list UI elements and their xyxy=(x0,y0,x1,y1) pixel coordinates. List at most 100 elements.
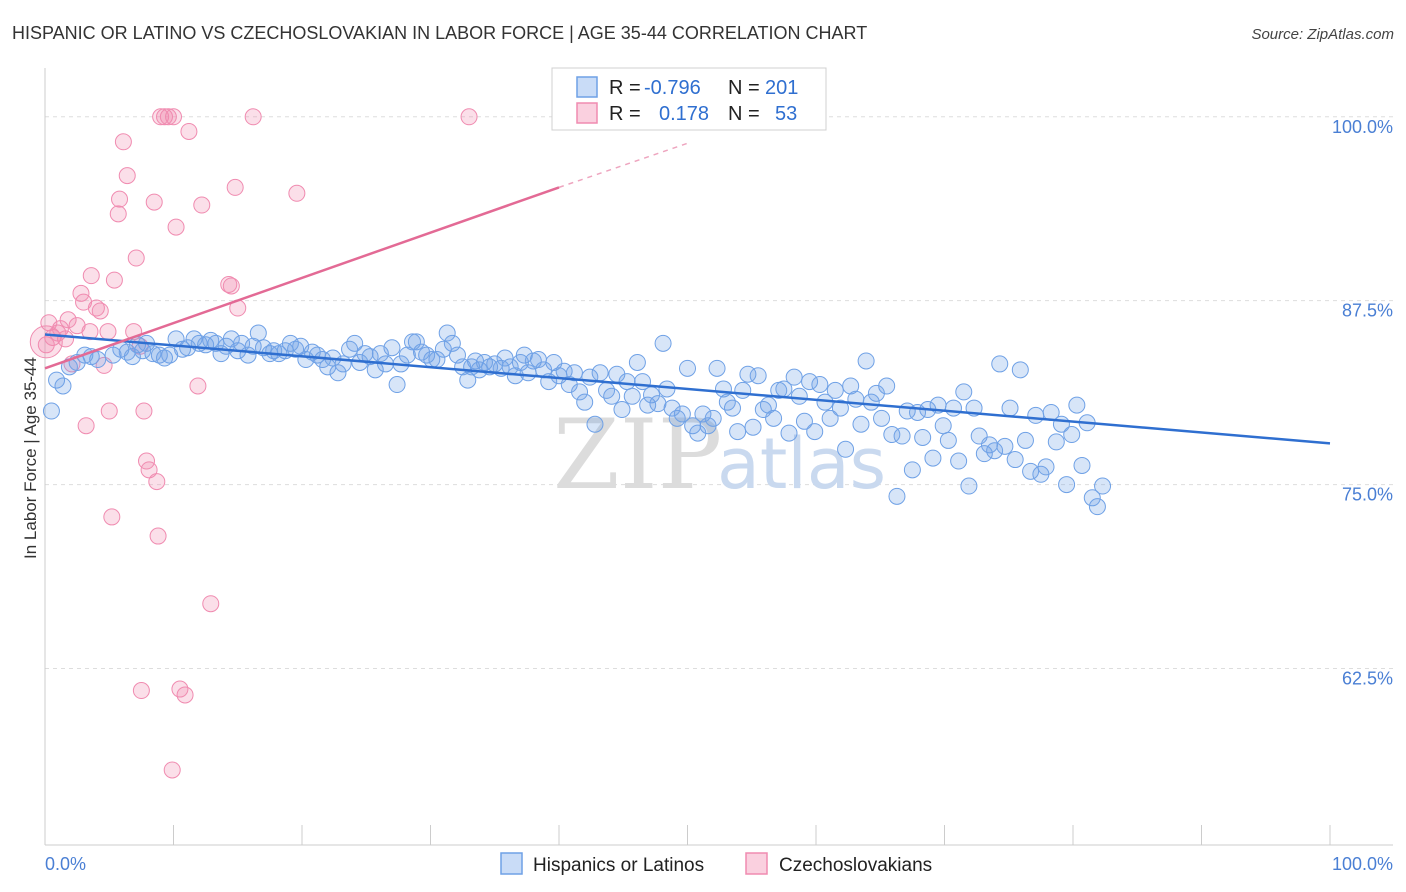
point-hispanics xyxy=(729,423,747,441)
point-hispanics xyxy=(388,376,406,394)
point-hispanics xyxy=(654,334,672,352)
point-hispanics xyxy=(89,351,107,369)
point-hispanics xyxy=(628,353,646,371)
point-czechoslovakians xyxy=(59,311,77,329)
point-hispanics xyxy=(207,334,225,352)
point-czechoslovakians xyxy=(118,167,136,185)
point-hispanics xyxy=(857,352,875,370)
point-hispanics xyxy=(837,440,855,458)
point-czechoslovakians xyxy=(193,196,211,214)
point-czechoslovakians xyxy=(135,402,153,420)
point-hispanics xyxy=(790,387,808,405)
point-czechoslovakians xyxy=(222,277,240,295)
point-hispanics xyxy=(249,324,267,342)
point-hispanics xyxy=(649,395,667,413)
series-czechoslovakians xyxy=(29,108,478,779)
point-hispanics xyxy=(924,449,942,467)
point-czechoslovakians xyxy=(149,527,167,545)
point-czechoslovakians xyxy=(165,108,182,126)
y-tick-label: 62.5% xyxy=(1342,668,1393,688)
y-tick-label: 87.5% xyxy=(1342,301,1393,321)
point-czechoslovakians xyxy=(99,323,117,341)
point-hispanics xyxy=(1047,433,1065,451)
point-hispanics xyxy=(1083,489,1101,507)
legend-r-label-blue: R = xyxy=(609,77,641,99)
point-hispanics xyxy=(1001,399,1019,417)
point-hispanics xyxy=(434,340,452,358)
point-hispanics xyxy=(407,333,425,351)
point-hispanics xyxy=(287,340,305,358)
point-hispanics xyxy=(765,409,783,427)
point-hispanics xyxy=(1022,462,1040,480)
trend-line-czechoslovakians-extension xyxy=(558,142,688,189)
point-hispanics xyxy=(586,415,604,433)
point-czechoslovakians xyxy=(176,686,194,704)
point-hispanics xyxy=(842,377,860,395)
point-hispanics xyxy=(1058,476,1076,494)
point-hispanics xyxy=(167,330,185,348)
point-hispanics xyxy=(679,359,696,377)
point-hispanics xyxy=(150,346,168,364)
trend-lines xyxy=(44,142,1331,445)
bottom-legend-swatch-pink xyxy=(745,852,768,875)
point-hispanics xyxy=(749,367,767,385)
point-czechoslovakians xyxy=(202,595,220,613)
point-hispanics xyxy=(785,368,803,386)
point-hispanics xyxy=(950,452,968,470)
legend-r-value-pink: 0.178 xyxy=(659,103,709,125)
point-czechoslovakians xyxy=(109,205,127,223)
point-hispanics xyxy=(939,431,957,449)
bottom-legend: Hispanics or Latinos Czechoslovakians xyxy=(500,852,932,876)
point-hispanics xyxy=(623,387,641,405)
point-czechoslovakians xyxy=(105,271,123,289)
point-hispanics xyxy=(571,383,589,401)
point-hispanics xyxy=(1027,406,1045,424)
point-czechoslovakians xyxy=(111,190,129,208)
point-hispanics xyxy=(996,437,1014,455)
legend-r-label-pink: R = xyxy=(609,103,641,125)
point-hispanics xyxy=(893,427,911,445)
point-hispanics xyxy=(960,477,978,495)
legend-swatch-blue xyxy=(576,76,598,98)
point-hispanics xyxy=(708,359,726,377)
legend-r-value-blue: -0.796 xyxy=(644,77,701,99)
point-czechoslovakians xyxy=(82,267,100,285)
point-hispanics xyxy=(156,349,174,367)
legend-n-value-blue: 201 xyxy=(765,77,798,99)
point-hispanics xyxy=(48,371,66,389)
point-hispanics xyxy=(955,383,973,401)
chart-title: HISPANIC OR LATINO VS CZECHOSLOVAKIAN IN… xyxy=(12,23,867,43)
point-czechoslovakians xyxy=(163,761,181,779)
point-hispanics xyxy=(873,409,891,427)
point-czechoslovakians xyxy=(244,108,262,126)
point-hispanics xyxy=(1088,498,1106,516)
point-czechoslovakians xyxy=(189,377,207,395)
trend-line-hispanics xyxy=(44,333,1331,445)
point-hispanics xyxy=(831,399,849,417)
point-hispanics xyxy=(1037,458,1055,476)
point-hispanics xyxy=(673,405,691,423)
point-hispanics xyxy=(878,377,896,395)
point-czechoslovakians xyxy=(288,184,306,202)
point-hispanics xyxy=(806,423,824,441)
point-czechoslovakians xyxy=(91,302,109,320)
point-hispanics xyxy=(975,445,993,463)
point-czechoslovakians xyxy=(226,178,244,196)
point-hispanics xyxy=(780,424,798,442)
point-hispanics xyxy=(811,376,829,394)
axes: 0.0% 100.0% xyxy=(44,68,1393,874)
point-czechoslovakians xyxy=(100,402,118,420)
point-hispanics xyxy=(1073,456,1091,474)
point-hispanics xyxy=(54,377,72,395)
legend-n-label-pink: N = xyxy=(728,103,760,125)
point-hispanics xyxy=(1006,451,1024,469)
point-czechoslovakians xyxy=(132,682,150,700)
point-hispanics xyxy=(801,373,819,391)
point-hispanics xyxy=(821,409,839,427)
bottom-legend-swatch-blue xyxy=(500,852,523,875)
y-axis-label: In Labor Force | Age 35-44 xyxy=(21,357,40,559)
point-hispanics xyxy=(576,393,594,411)
legend-n-value-pink: 53 xyxy=(775,103,797,125)
point-czechoslovakians xyxy=(148,473,166,491)
